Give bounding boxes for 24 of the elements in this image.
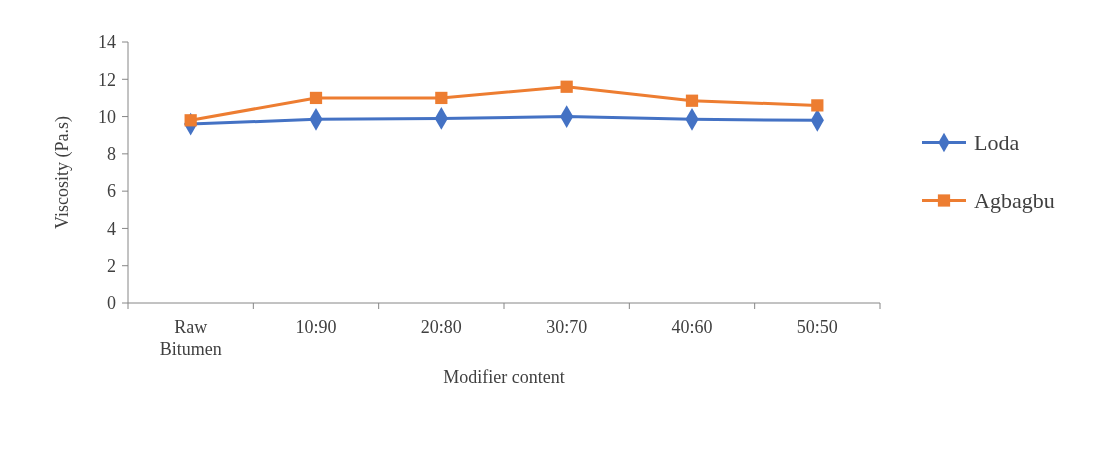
point [811, 99, 824, 112]
point [685, 94, 699, 107]
x-tick-label: 20:80 [420, 317, 462, 337]
x-tick-label: 30:70 [546, 317, 588, 337]
point [184, 114, 197, 127]
y-tick-label: 14 [98, 32, 116, 53]
y-tick-label: 2 [107, 256, 116, 277]
x-axis-title: Modifier content [443, 367, 565, 387]
y-tick-label: 6 [107, 181, 116, 202]
x-tick-label: 40:60 [671, 317, 713, 337]
point [435, 91, 448, 105]
y-tick-label: 4 [107, 218, 116, 239]
point [560, 80, 573, 93]
y-tick-label: 8 [107, 144, 116, 165]
x-tick-label: 50:50 [796, 317, 838, 337]
point [309, 91, 323, 105]
y-axis-title: Viscosity (Pa.s) [52, 116, 73, 229]
x-tick-label: 10:90 [295, 317, 337, 337]
legend-label: Loda [974, 130, 1020, 156]
legend-label: Agbagbu [974, 188, 1055, 214]
x-tick-label: Raw Bitumen [159, 317, 222, 359]
y-tick-label: 0 [107, 293, 116, 314]
y-tick-label: 12 [98, 69, 116, 90]
y-tick-label: 10 [98, 106, 116, 127]
